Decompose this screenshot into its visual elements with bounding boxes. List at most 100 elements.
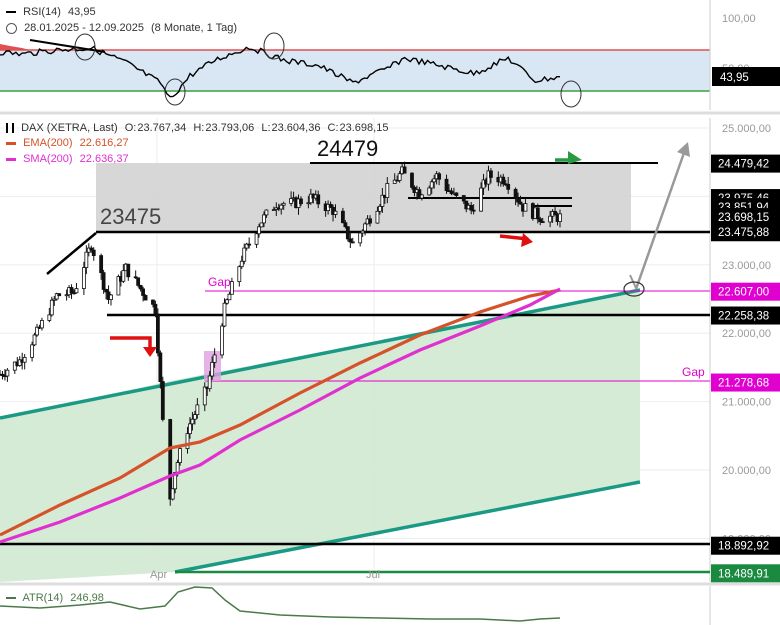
candle-body bbox=[91, 249, 96, 257]
rsi-name: RSI(14) bbox=[23, 6, 61, 18]
ema-200-line bbox=[0, 288, 561, 537]
candle-body bbox=[143, 295, 148, 301]
candle-body bbox=[553, 211, 557, 216]
candle-body bbox=[5, 369, 10, 377]
candle-body bbox=[101, 272, 106, 290]
candle-body bbox=[558, 213, 562, 222]
label-24479: 24479 bbox=[317, 136, 378, 161]
candle-body bbox=[138, 284, 143, 290]
close-value: 23.698,15 bbox=[339, 122, 389, 134]
level-box-label: 21.278,68 bbox=[718, 378, 769, 390]
candle-body bbox=[513, 188, 518, 199]
x-label-apr: Apr bbox=[150, 569, 167, 581]
low-label: L: bbox=[261, 122, 271, 134]
candle-body bbox=[170, 488, 175, 500]
candle-body bbox=[22, 357, 27, 363]
candle-body bbox=[254, 233, 259, 245]
candle-icon bbox=[6, 123, 14, 134]
candle-body bbox=[109, 294, 113, 300]
candle-body bbox=[306, 202, 311, 205]
sma-legend-icon bbox=[6, 157, 16, 161]
level-boxes: 24.479,4223.975,4623.851,9423.698,1523.4… bbox=[711, 154, 780, 583]
trend-channel-fill-left bbox=[0, 380, 175, 582]
candle-body bbox=[116, 276, 121, 296]
candle-body bbox=[289, 198, 294, 204]
projection-arrow bbox=[634, 149, 687, 290]
candle-body bbox=[427, 187, 432, 196]
touch-circle bbox=[623, 281, 645, 297]
green-arrowhead-up bbox=[568, 151, 582, 164]
candle-body bbox=[375, 210, 380, 224]
level-box bbox=[711, 564, 780, 583]
level-box bbox=[711, 282, 780, 301]
candle-body bbox=[516, 197, 520, 203]
candle-body bbox=[363, 223, 368, 232]
candle-body bbox=[225, 299, 229, 304]
price-panel: 24479 23475 Gap Gap Apr Jul 25.000,00 24.… bbox=[0, 118, 780, 583]
candle-body bbox=[358, 232, 363, 244]
level-box-label: 23.698,15 bbox=[718, 212, 769, 224]
gap-label-lower: Gap bbox=[682, 365, 705, 379]
candle-body bbox=[104, 289, 108, 293]
candle-body bbox=[244, 243, 249, 249]
candle-body bbox=[168, 419, 173, 500]
candle-body bbox=[121, 270, 126, 282]
rsi-circle bbox=[560, 80, 582, 108]
level-box-label: 18.489,91 bbox=[718, 568, 769, 580]
candle-body bbox=[160, 381, 165, 420]
candle-body bbox=[419, 194, 424, 199]
candle-body bbox=[259, 222, 264, 228]
candle-body bbox=[281, 202, 286, 206]
candle-body bbox=[188, 423, 192, 435]
candle-body bbox=[153, 303, 158, 315]
candle-body bbox=[437, 173, 442, 180]
candle-body bbox=[212, 354, 217, 363]
sma-200-line bbox=[0, 287, 561, 544]
candle-body bbox=[54, 293, 59, 300]
atr-legend: ATR(14) 246,98 bbox=[6, 592, 108, 604]
ema-name: EMA(200) bbox=[23, 137, 73, 149]
level-box-label: 22.258,38 bbox=[718, 311, 769, 323]
atr-name: ATR(14) bbox=[22, 592, 64, 604]
candle-body bbox=[501, 176, 506, 185]
candle-body bbox=[141, 288, 145, 296]
ema-legend: EMA(200) 22.616,27 bbox=[6, 137, 133, 149]
candle-body bbox=[30, 344, 34, 358]
red-arrowhead-down bbox=[143, 347, 157, 357]
candle-body bbox=[345, 226, 350, 240]
candle-body bbox=[210, 361, 215, 377]
open-value: 23.767,34 bbox=[137, 122, 187, 134]
projection-arrowhead bbox=[677, 142, 690, 157]
date-range: 28.01.2025 - 12.09.2025 bbox=[24, 22, 144, 34]
candle-body bbox=[12, 361, 17, 371]
candle-body bbox=[328, 203, 333, 208]
candle-body bbox=[479, 187, 483, 212]
candle-body bbox=[126, 263, 131, 278]
candle-body bbox=[257, 226, 261, 235]
candle-body bbox=[380, 194, 385, 207]
level-box bbox=[711, 373, 780, 392]
candle-body bbox=[84, 251, 89, 269]
clock-icon bbox=[6, 22, 17, 34]
price-title: DAX (XETRA, Last) bbox=[21, 122, 118, 134]
ema-value: 22.616,27 bbox=[79, 137, 129, 149]
y-tick-label: 23.000,00 bbox=[722, 260, 771, 272]
rsi-circle bbox=[164, 78, 186, 106]
candle-body bbox=[190, 418, 195, 425]
level-box bbox=[711, 536, 780, 555]
sma-legend: SMA(200) 22.636,37 bbox=[6, 153, 133, 165]
rsi-trend-line bbox=[29, 39, 106, 53]
red-arrow-down bbox=[110, 336, 152, 350]
price-legend: DAX (XETRA, Last) O:23.767,34 H:23.793,0… bbox=[6, 122, 392, 134]
rsi-current-box bbox=[712, 67, 780, 86]
candle-body bbox=[133, 276, 138, 279]
candle-body bbox=[538, 218, 543, 223]
candle-body bbox=[0, 373, 5, 377]
level-box bbox=[711, 223, 780, 242]
candle-body bbox=[99, 255, 104, 274]
candle-body bbox=[316, 194, 321, 205]
rsi-legend-icon bbox=[6, 11, 16, 14]
candle-body bbox=[417, 189, 422, 199]
level-box-label: 23.475,88 bbox=[718, 227, 769, 239]
